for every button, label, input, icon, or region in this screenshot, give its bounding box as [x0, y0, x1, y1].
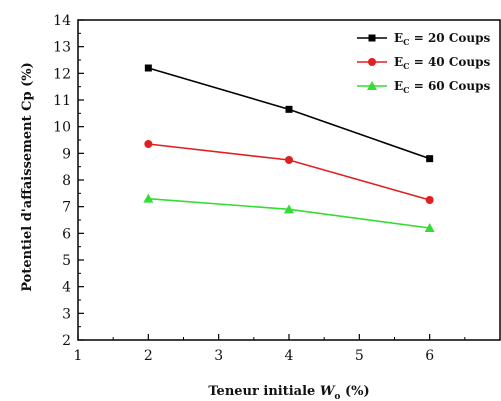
x-tick-label: 4 [285, 348, 294, 364]
data-point [424, 223, 435, 232]
y-tick-label: 13 [53, 40, 71, 56]
data-point [425, 196, 434, 204]
y-tick-label: 2 [62, 333, 71, 349]
x-axis-title-unit: (%) [340, 384, 369, 399]
x-axis-title: Teneur initiale Wo (%) [208, 384, 369, 401]
x-tick-label: 1 [74, 348, 83, 364]
y-tick-label: 4 [62, 280, 71, 296]
y-tick-label: 6 [62, 226, 71, 242]
data-point [284, 204, 294, 214]
y-tick-label: 14 [53, 13, 71, 29]
y-tick-label: 3 [62, 306, 71, 322]
y-tick-label: 12 [53, 66, 71, 82]
legend-label: EC = 20 Coups [394, 31, 490, 47]
data-point [144, 64, 152, 72]
legend-marker [367, 81, 377, 90]
x-tick-label: 5 [355, 348, 364, 364]
y-tick-label: 7 [62, 200, 71, 216]
series-3 [143, 193, 435, 232]
y-tick-label: 11 [53, 93, 71, 109]
data-point [143, 193, 154, 203]
x-tick-label: 2 [144, 348, 153, 364]
legend: EC = 20 Coups EC = 40 Coups EC = 60 Coups [357, 31, 490, 95]
y-tick-label: 8 [62, 173, 71, 189]
y-tick-label: 10 [53, 120, 71, 136]
data-point [285, 156, 293, 164]
legend-item: EC = 40 Coups [357, 55, 490, 71]
x-axis-title-main: Teneur initiale [208, 384, 319, 399]
legend-item: EC = 60 Coups [357, 79, 490, 95]
legend-item: EC = 20 Coups [357, 31, 490, 47]
series-line [148, 197, 430, 229]
x-tick-label: 3 [214, 348, 223, 364]
legend-label: EC = 60 Coups [394, 79, 490, 95]
y-tick-label: 5 [62, 253, 71, 269]
legend-marker [368, 58, 376, 66]
x-axis-title-sub: o [334, 392, 340, 401]
data-point [426, 155, 434, 163]
data-point [144, 140, 153, 148]
data-point [285, 105, 293, 113]
legend-label: EC = 40 Coups [394, 55, 490, 71]
y-axis-title: Potentiel d'affaissement Cp (%) [20, 62, 35, 292]
series-2 [144, 140, 434, 204]
series-line [148, 143, 430, 201]
y-tick-label: 9 [62, 146, 71, 162]
series-layer [143, 64, 435, 232]
series-line [148, 67, 430, 160]
x-tick-label: 6 [425, 348, 434, 364]
x-axis-title-symbol: W [320, 384, 336, 399]
series-1 [144, 64, 434, 163]
legend-marker [368, 34, 376, 42]
